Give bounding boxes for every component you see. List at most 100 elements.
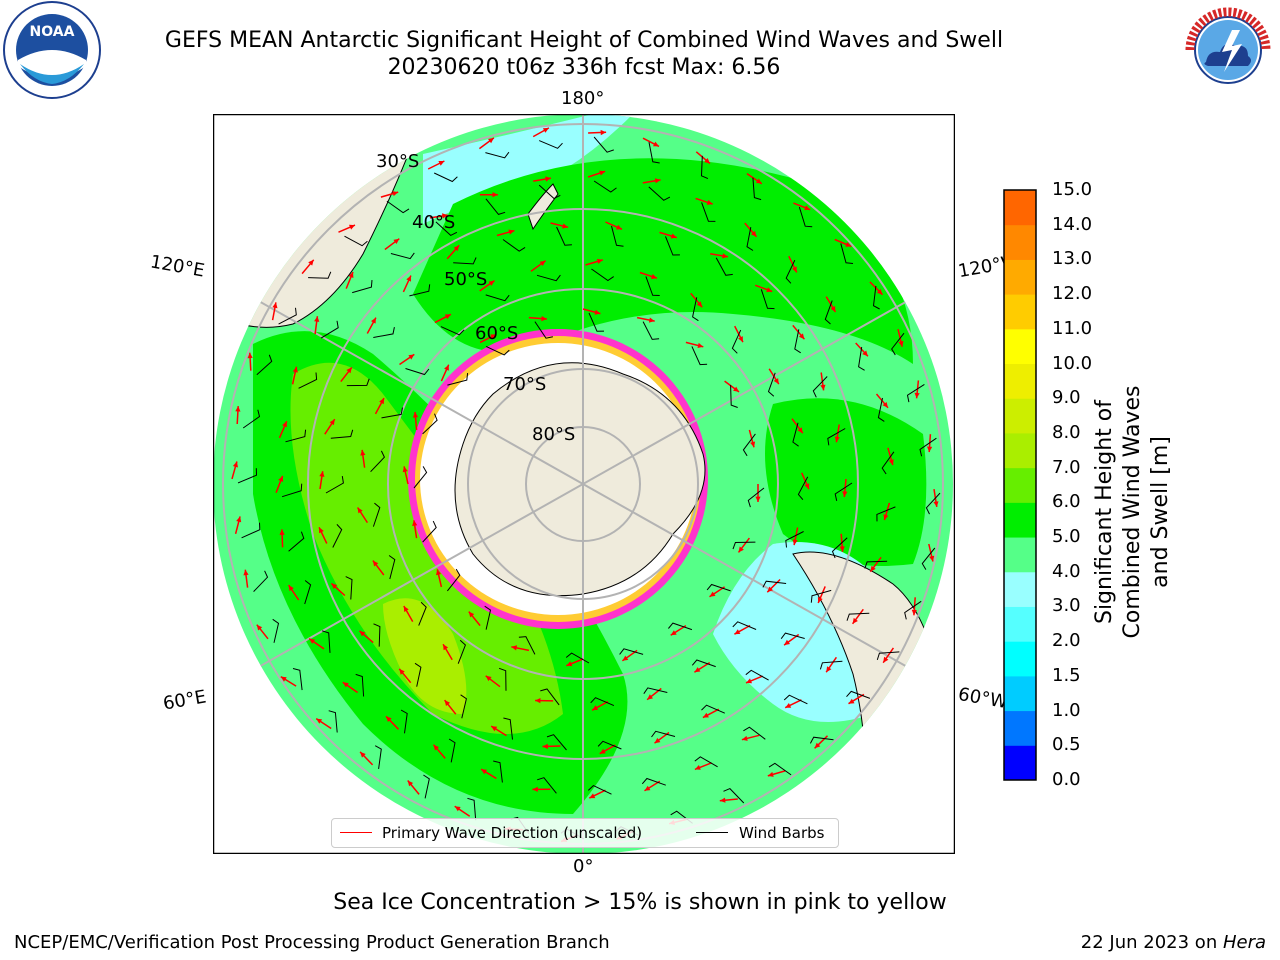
wave-arrow-head (278, 475, 284, 482)
wave-arrow-head (314, 316, 320, 322)
wave-arrow-head (797, 427, 803, 434)
wind-barb (645, 276, 660, 296)
wind-barb (373, 623, 381, 647)
colorbar-tick-label: 6.0 (1052, 491, 1081, 513)
wind-barb (556, 226, 572, 246)
wave-arrow-head (596, 258, 603, 264)
wind-barb (732, 621, 757, 630)
wave-arrow-head (542, 127, 549, 133)
sea-ice-note: Sea Ice Concentration > 15% is shown in … (333, 890, 947, 915)
wave-arrow-head (453, 245, 460, 252)
wave-arrow-head (842, 491, 848, 497)
wave-arrow-head (773, 378, 779, 385)
wave-arrow-head (848, 698, 855, 704)
wave-arrow-head (883, 514, 889, 521)
wind-barb (372, 502, 381, 527)
wave-arrow-head (279, 529, 285, 535)
wave-arrow-head (316, 718, 323, 724)
wave-arrow-head (331, 583, 338, 589)
wind-barb (467, 797, 477, 821)
wave-arrow-head (236, 516, 242, 523)
wind-barb (498, 667, 507, 691)
wind-barb (400, 709, 408, 734)
wind-barb (352, 280, 373, 294)
wave-arrow-head (481, 769, 487, 775)
colorbar-band (1004, 675, 1036, 712)
colorbar-band (1004, 328, 1036, 365)
wave-arrow-head (722, 253, 728, 259)
wind-barb (484, 605, 492, 630)
wind-barb (435, 221, 458, 237)
wave-arrow-head (785, 703, 792, 708)
wave-arrow-head (767, 586, 773, 593)
wind-barb (691, 346, 708, 366)
wave-arrow-head (870, 565, 876, 572)
wind-barb-legend-label: Wind Barbs (739, 824, 825, 842)
wind-barb (701, 704, 726, 714)
wind-barb (858, 346, 865, 371)
wave-arrow-head (256, 624, 263, 631)
wave-arrow-head (280, 676, 287, 682)
wave-arrow-head (826, 666, 832, 673)
wave-arrow-head (232, 461, 238, 468)
footer-machine: Hera (1222, 932, 1266, 953)
wave-arrow-head (444, 700, 450, 706)
wind-barb (536, 274, 561, 282)
wind-barb (732, 541, 756, 550)
wave-arrow-head (738, 546, 744, 553)
wind-barb (308, 271, 332, 279)
lat-label-40s: 40°S (412, 212, 456, 233)
wind-barb (413, 466, 428, 489)
wave-arrow-head (852, 617, 858, 624)
wind-barb (745, 669, 769, 681)
nws-logo (1182, 4, 1274, 96)
wave-arrow-head (648, 317, 655, 323)
wave-arrow-head (319, 471, 325, 477)
colorbar-tick-label: 0.5 (1052, 734, 1081, 756)
wind-barb (409, 284, 431, 297)
lon-label-120e: 120°E (148, 251, 207, 282)
wave-arrow-head (402, 466, 408, 473)
wave-arrow-head (804, 483, 810, 490)
wind-barb (694, 756, 718, 768)
wind-barb (518, 636, 536, 655)
wave-arrow-head (408, 354, 415, 360)
wind-barb (827, 428, 846, 446)
wave-arrow-head (407, 780, 414, 787)
wind-barb (872, 285, 880, 310)
wave-arrow-head (371, 317, 376, 324)
wave-arrow-head (804, 205, 811, 211)
wave-arrow-head (839, 546, 845, 552)
wind-barb (345, 576, 353, 600)
wave-arrow-head (644, 785, 651, 791)
footer-branch: NCEP/EMC/Verification Post Processing Pr… (14, 932, 610, 953)
colorbar-band (1004, 571, 1036, 607)
wind-barb (762, 580, 787, 588)
wind-barb (386, 200, 410, 214)
wave-direction-legend-line (340, 832, 372, 833)
wave-arrow-head (697, 342, 704, 348)
wind-barb (715, 257, 733, 276)
lat-label-80s: 80°S (532, 424, 576, 445)
wave-arrow-head (454, 806, 461, 812)
wave-arrow-head (755, 178, 762, 184)
wind-barb (593, 136, 614, 153)
wave-arrow-head (706, 199, 713, 205)
wind-barb (665, 236, 680, 256)
wind-barb (405, 368, 430, 376)
wave-arrow-head (862, 350, 868, 357)
wind-barb (700, 155, 709, 180)
wind-barb (590, 697, 615, 707)
wave-arrow-head (746, 678, 752, 684)
wind-barb (642, 321, 660, 340)
wind-barb (876, 506, 896, 522)
wind-barb (611, 225, 624, 247)
wind-barb (355, 673, 365, 697)
wave-arrow-head (288, 585, 294, 592)
wind-barb (810, 589, 832, 603)
wave-arrow-head (622, 655, 629, 661)
wind-barb (485, 198, 506, 215)
wind-barb (831, 537, 848, 559)
wind-barb (253, 570, 269, 592)
wave-arrow-head (820, 384, 826, 391)
